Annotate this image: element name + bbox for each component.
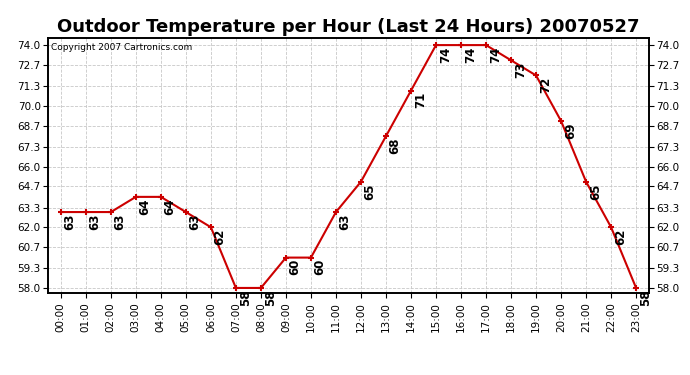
- Text: 62: 62: [214, 229, 226, 245]
- Text: 65: 65: [364, 183, 377, 200]
- Text: 74: 74: [489, 46, 502, 63]
- Text: 73: 73: [514, 62, 526, 78]
- Text: 60: 60: [314, 259, 326, 275]
- Text: 63: 63: [339, 213, 352, 230]
- Title: Outdoor Temperature per Hour (Last 24 Hours) 20070527: Outdoor Temperature per Hour (Last 24 Ho…: [57, 18, 640, 36]
- Text: 63: 63: [88, 213, 101, 230]
- Text: 74: 74: [439, 46, 452, 63]
- Text: 58: 58: [264, 290, 277, 306]
- Text: 64: 64: [164, 198, 177, 215]
- Text: 68: 68: [388, 138, 402, 154]
- Text: 74: 74: [464, 46, 477, 63]
- Text: 63: 63: [188, 213, 201, 230]
- Text: 64: 64: [139, 198, 152, 215]
- Text: 65: 65: [589, 183, 602, 200]
- Text: 63: 63: [63, 213, 77, 230]
- Text: 60: 60: [288, 259, 302, 275]
- Text: 69: 69: [564, 122, 577, 139]
- Text: 72: 72: [539, 77, 552, 93]
- Text: 58: 58: [639, 290, 652, 306]
- Text: 62: 62: [614, 229, 627, 245]
- Text: 63: 63: [114, 213, 126, 230]
- Text: 58: 58: [239, 290, 252, 306]
- Text: 71: 71: [414, 92, 426, 108]
- Text: Copyright 2007 Cartronics.com: Copyright 2007 Cartronics.com: [51, 43, 193, 52]
